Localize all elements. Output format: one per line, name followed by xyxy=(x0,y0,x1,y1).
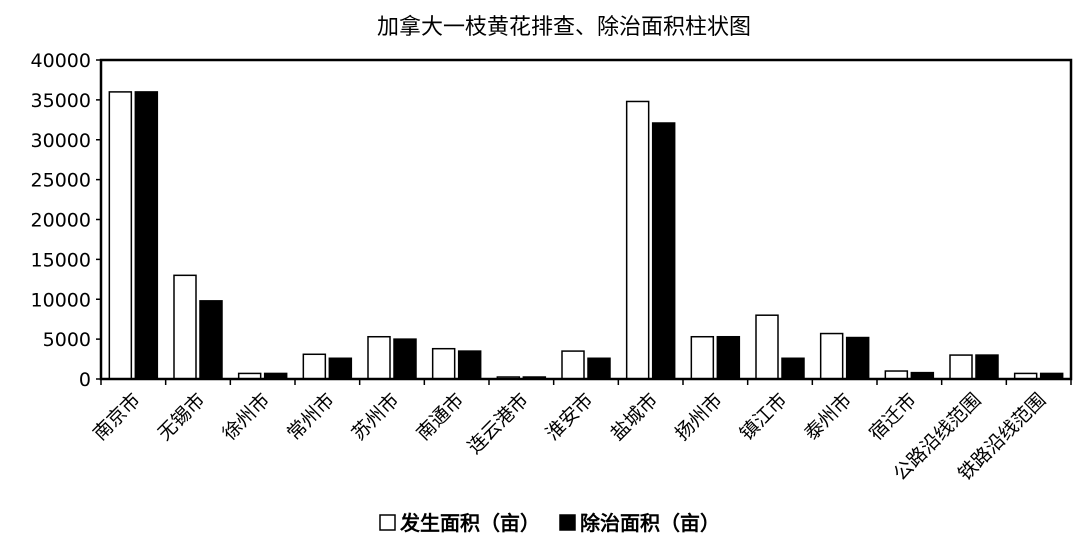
legend-swatch-treatment xyxy=(559,514,576,531)
x-category-label: 宿迁市 xyxy=(865,389,921,445)
x-category-label: 徐州市 xyxy=(218,389,274,445)
bar-occurrence xyxy=(561,350,585,380)
x-category-label: 扬州市 xyxy=(671,389,727,445)
bar-treatment xyxy=(199,300,223,380)
legend: 发生面积（亩） 除治面积（亩） xyxy=(379,511,720,535)
bar-occurrence xyxy=(108,91,133,380)
y-tick-label: 25000 xyxy=(31,170,91,192)
x-category-label: 南通市 xyxy=(412,389,468,445)
y-tick-label: 0 xyxy=(79,369,91,391)
x-category-label: 苏州市 xyxy=(348,389,404,445)
y-axis: 0 5000 10000 15000 20000 25000 30000 35000 40000 xyxy=(31,50,101,391)
legend-label-occurrence: 发生面积（亩） xyxy=(399,511,540,535)
bar-occurrence xyxy=(819,332,844,380)
bar-occurrence xyxy=(949,354,973,380)
bar-occurrence xyxy=(302,353,327,380)
x-category-label: 南京市 xyxy=(89,389,145,445)
bar-occurrence xyxy=(755,314,779,380)
y-tick-label: 40000 xyxy=(31,50,91,72)
bar-treatment xyxy=(393,338,417,380)
x-category-label: 连云港市 xyxy=(464,389,533,458)
y-tick-label: 5000 xyxy=(43,329,91,351)
legend-swatch-occurrence xyxy=(379,514,396,531)
x-category-label: 常州市 xyxy=(283,389,339,445)
bar-occurrence xyxy=(690,335,715,380)
bar-treatment xyxy=(134,91,159,380)
y-tick-label: 10000 xyxy=(31,289,91,311)
bar-treatment xyxy=(328,357,353,380)
x-category-label: 无锡市 xyxy=(154,389,210,445)
bar-treatment xyxy=(975,354,999,380)
x-category-label: 淮安市 xyxy=(542,389,598,445)
bar-occurrence xyxy=(173,274,197,380)
bar-occurrence xyxy=(431,347,456,380)
y-tick-label: 20000 xyxy=(31,210,91,232)
x-category-label: 盐城市 xyxy=(606,389,662,445)
bar-treatment xyxy=(457,350,482,380)
bar-treatment xyxy=(651,122,676,380)
bars xyxy=(108,91,1064,380)
legend-label-treatment: 除治面积（亩） xyxy=(580,511,720,535)
bar-occurrence xyxy=(367,335,391,380)
y-tick-label: 35000 xyxy=(31,90,91,112)
bar-treatment xyxy=(781,357,805,380)
plot-frame xyxy=(99,58,1073,381)
x-category-label: 镇江市 xyxy=(736,389,792,445)
bar-occurrence xyxy=(625,100,650,380)
bar-treatment xyxy=(845,336,870,380)
chart-title: 加拿大一枝黄花排查、除治面积柱状图 xyxy=(377,14,751,40)
y-tick-label: 15000 xyxy=(31,249,91,271)
bar-treatment xyxy=(716,335,741,380)
x-category-label: 泰州市 xyxy=(800,389,856,445)
bar-treatment xyxy=(587,357,611,380)
y-tick-label: 30000 xyxy=(31,130,91,152)
